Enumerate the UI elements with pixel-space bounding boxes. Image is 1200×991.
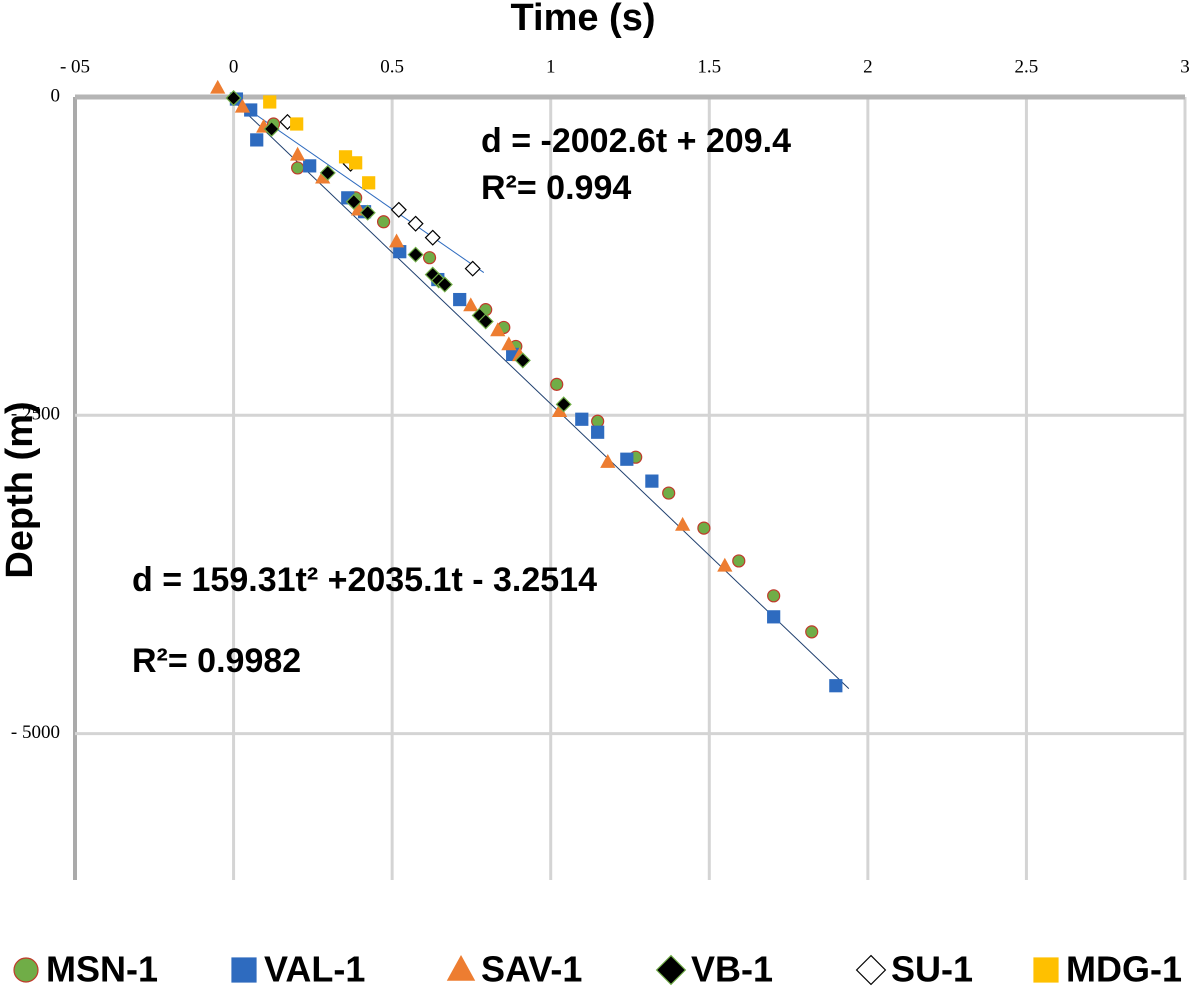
- legend-label: SAV-1: [481, 949, 582, 990]
- marker: [717, 557, 733, 572]
- legend-marker: [13, 957, 39, 983]
- marker: [575, 412, 589, 426]
- legend-label: MSN-1: [46, 949, 158, 990]
- marker: [303, 159, 317, 173]
- annotation: d = -2002.6t + 209.4: [481, 122, 791, 160]
- legend-label: SU-1: [891, 949, 973, 990]
- marker: [290, 117, 304, 131]
- marker: [362, 176, 376, 190]
- marker: [490, 322, 506, 337]
- marker: [319, 164, 336, 181]
- marker: [555, 396, 572, 413]
- legend-label: VB-1: [691, 949, 773, 990]
- marker: [675, 516, 691, 531]
- marker: [250, 133, 264, 147]
- legend-label: VAL-1: [264, 949, 365, 990]
- marker: [514, 352, 531, 369]
- marker: [477, 313, 494, 330]
- x-axis-title: Time (s): [510, 0, 655, 39]
- marker: [805, 625, 819, 639]
- legend-marker: [446, 954, 476, 981]
- marker: [829, 679, 843, 693]
- marker: [349, 156, 363, 170]
- marker: [591, 414, 605, 428]
- marker: [359, 204, 376, 221]
- marker: [393, 245, 407, 259]
- legend-marker: [655, 954, 687, 986]
- x-tick-label: 1: [546, 56, 556, 77]
- marker: [407, 215, 424, 232]
- marker: [697, 521, 711, 535]
- marker: [234, 98, 251, 113]
- marker: [225, 89, 242, 107]
- marker: [407, 246, 424, 263]
- y-tick-label: - 5000: [11, 722, 60, 743]
- y-axis-title: Depth (m): [0, 401, 41, 578]
- x-tick-label: - 05: [60, 56, 90, 77]
- marker: [290, 146, 306, 161]
- x-tick-label: 1.5: [697, 56, 721, 77]
- trendline: [229, 96, 850, 690]
- x-tick-label: 0: [229, 56, 239, 77]
- marker: [263, 95, 277, 109]
- legend-marker: [231, 957, 257, 983]
- marker: [376, 215, 391, 229]
- annotation: R²= 0.994: [481, 169, 631, 207]
- marker: [263, 120, 280, 138]
- marker: [550, 377, 564, 391]
- x-tick-label: 0.5: [380, 56, 404, 77]
- x-tick-label: 2: [863, 56, 873, 77]
- x-tick-label: 2.5: [1015, 56, 1039, 77]
- marker: [767, 610, 781, 624]
- marker: [591, 425, 605, 439]
- legend-marker: [1033, 957, 1059, 983]
- annotation: R²= 0.9982: [132, 642, 301, 680]
- marker: [390, 201, 407, 218]
- marker: [501, 336, 517, 351]
- marker: [464, 260, 481, 277]
- legend-marker: [855, 954, 887, 986]
- annotation: d = 159.31t² +2035.1t - 3.2514: [132, 561, 597, 599]
- marker: [436, 276, 453, 293]
- marker: [424, 229, 441, 246]
- marker: [210, 79, 226, 94]
- legend-label: MDG-1: [1066, 949, 1182, 990]
- marker: [620, 452, 634, 466]
- marker: [732, 554, 746, 568]
- marker: [645, 474, 659, 488]
- marker: [767, 589, 781, 603]
- marker: [291, 161, 305, 175]
- marker: [422, 251, 437, 265]
- marker: [388, 233, 405, 248]
- marker: [453, 292, 467, 307]
- y-tick-label: 0: [51, 85, 61, 106]
- marker: [662, 486, 676, 500]
- x-tick-label: 3: [1180, 56, 1190, 77]
- y-tick-label: - 2500: [11, 404, 60, 425]
- marker: [345, 193, 362, 210]
- marker: [463, 297, 479, 312]
- marker: [600, 454, 616, 468]
